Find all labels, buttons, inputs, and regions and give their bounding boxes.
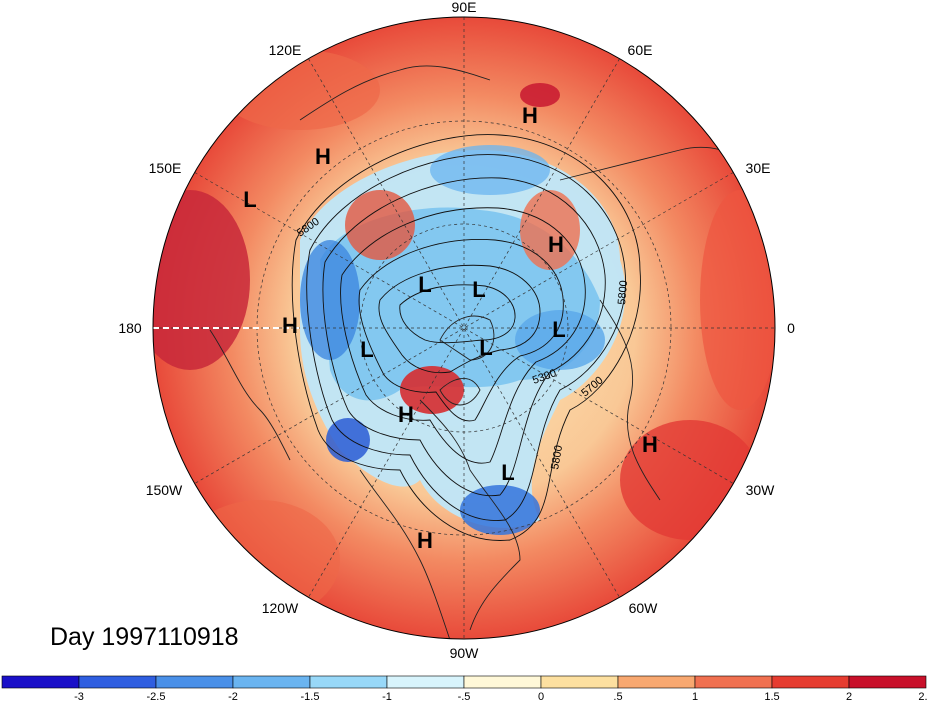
- lon-label-90e: 90E: [452, 0, 477, 15]
- lon-label-30w: 30W: [746, 482, 776, 498]
- lon-label-120e: 120E: [269, 42, 302, 58]
- high-pressure-marker: H: [282, 313, 298, 338]
- longitude-labels: 90E 120E 60E 150E 30E 180 0 150W 30W 120…: [118, 0, 795, 661]
- colorbar: -3-2.5-2-1.5-1-.50.511.522.53: [1, 675, 928, 702]
- lon-label-150w: 150W: [146, 482, 183, 498]
- low-pressure-marker: L: [472, 277, 485, 302]
- high-pressure-marker: H: [315, 144, 331, 169]
- colorbar-tick-label: 2: [846, 691, 852, 702]
- lon-label-60e: 60E: [628, 42, 653, 58]
- colorbar-swatch: [232, 675, 311, 689]
- colorbar-swatch: [540, 675, 619, 689]
- colorbar-tick-label: -1.5: [301, 691, 320, 702]
- lon-label-120w: 120W: [262, 600, 299, 616]
- colorbar-swatch: [155, 675, 234, 689]
- colorbar-swatch: [848, 675, 927, 689]
- lon-label-0: 0: [787, 320, 795, 336]
- colorbar-tick-label: 2.5: [918, 691, 928, 702]
- colorbar-swatch: [309, 675, 388, 689]
- lon-label-150e: 150E: [149, 160, 182, 176]
- day-label: Day 1997110918: [50, 623, 239, 651]
- low-pressure-marker: L: [501, 460, 514, 485]
- coastlines: [209, 65, 775, 639]
- colorbar-tick-label: -2.5: [147, 691, 166, 702]
- colorbar-tick-label: 0: [538, 691, 544, 702]
- lon-label-90w: 90W: [450, 645, 480, 661]
- high-pressure-marker: H: [642, 432, 658, 457]
- colorbar-tick-label: 1: [692, 691, 698, 702]
- lon-label-180: 180: [118, 320, 142, 336]
- colorbar-swatch: [771, 675, 850, 689]
- high-pressure-marker: H: [398, 402, 414, 427]
- colorbar-tick-label: -1: [382, 691, 392, 702]
- pressure-centers: H H H H H H H L L L L L L L: [243, 103, 658, 553]
- colorbar-swatch: [463, 675, 542, 689]
- colorbar-swatch: [1, 675, 80, 689]
- lon-label-30e: 30E: [746, 160, 771, 176]
- height-contours: [291, 134, 641, 541]
- colorbar-tick-label: .5: [613, 691, 622, 702]
- colorbar-tick-label: 1.5: [764, 691, 779, 702]
- contour-label: 5800: [549, 444, 565, 470]
- lon-label-60w: 60W: [629, 600, 659, 616]
- high-pressure-marker: H: [522, 103, 538, 128]
- low-pressure-marker: L: [479, 335, 492, 360]
- colorbar-tick-label: -3: [74, 691, 84, 702]
- colorbar-swatch: [78, 675, 157, 689]
- colorbar-tick-label: -.5: [458, 691, 471, 702]
- low-pressure-marker: L: [418, 272, 431, 297]
- colorbar-swatch: [694, 675, 773, 689]
- colorbar-swatch: [386, 675, 465, 689]
- graticule: [153, 17, 775, 639]
- high-pressure-marker: H: [548, 232, 564, 257]
- low-pressure-marker: L: [243, 187, 256, 212]
- colorbar-swatch: [617, 675, 696, 689]
- low-pressure-marker: L: [360, 337, 373, 362]
- contour-label: 5800: [616, 280, 630, 305]
- map-boundary: [152, 16, 776, 640]
- colorbar-tick-label: -2: [228, 691, 238, 702]
- low-pressure-marker: L: [552, 317, 565, 342]
- high-pressure-marker: H: [417, 528, 433, 553]
